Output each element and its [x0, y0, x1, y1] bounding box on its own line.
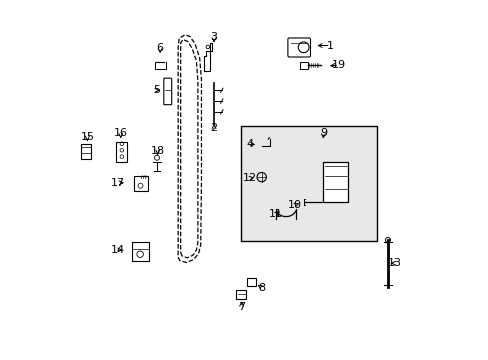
Text: 12: 12 [243, 173, 256, 183]
Text: 11: 11 [268, 209, 283, 219]
Text: 17: 17 [111, 178, 125, 188]
FancyBboxPatch shape [247, 278, 256, 286]
Text: 8: 8 [258, 283, 264, 293]
Text: 19: 19 [331, 60, 346, 70]
FancyBboxPatch shape [134, 176, 147, 191]
Text: 18: 18 [150, 145, 164, 156]
Text: 7: 7 [238, 302, 244, 312]
Text: 2: 2 [210, 123, 217, 133]
FancyBboxPatch shape [241, 126, 376, 241]
Text: 13: 13 [386, 258, 401, 268]
FancyBboxPatch shape [163, 78, 171, 105]
Text: 5: 5 [153, 85, 160, 95]
Text: 9: 9 [319, 129, 326, 138]
Text: 15: 15 [80, 132, 94, 142]
Text: 4: 4 [246, 139, 253, 149]
FancyBboxPatch shape [287, 38, 310, 57]
Text: 14: 14 [111, 245, 125, 255]
FancyBboxPatch shape [323, 162, 348, 202]
Text: 3: 3 [210, 32, 217, 41]
FancyBboxPatch shape [116, 142, 126, 162]
Text: 1: 1 [326, 41, 333, 50]
Text: 16: 16 [114, 129, 127, 138]
Text: 6: 6 [157, 43, 163, 53]
FancyBboxPatch shape [236, 290, 246, 300]
Text: 10: 10 [287, 200, 301, 210]
FancyBboxPatch shape [300, 62, 308, 69]
FancyBboxPatch shape [131, 242, 148, 261]
FancyBboxPatch shape [81, 144, 91, 159]
